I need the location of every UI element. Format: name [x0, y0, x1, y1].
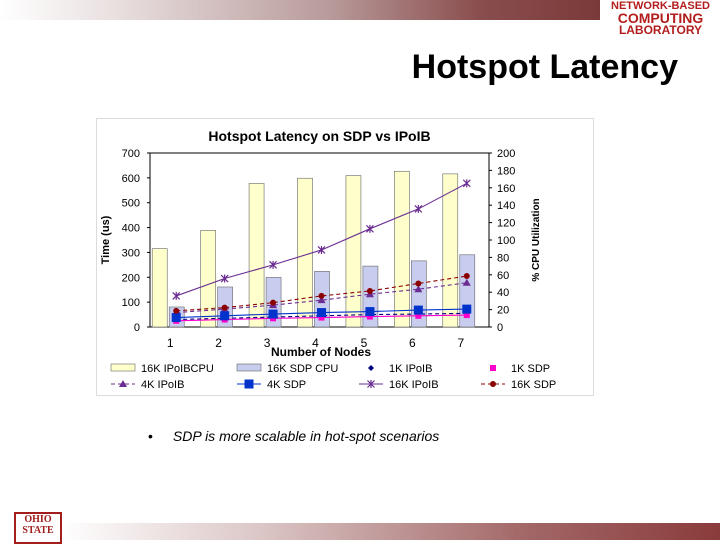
legend-label: 16K IPoIBCPU	[141, 363, 214, 375]
lab-logo-line-1: NETWORK-BASED	[611, 0, 710, 12]
x-axis-label: Number of Nodes	[271, 345, 371, 359]
data-point	[317, 296, 326, 304]
y2-axis-label: % CPU Utilization	[531, 198, 542, 281]
bar	[200, 230, 216, 328]
y-tick-label: 500	[122, 198, 140, 210]
data-point	[221, 304, 228, 311]
y-tick-label: 0	[134, 322, 140, 334]
bar	[394, 170, 410, 328]
data-point	[415, 312, 422, 319]
data-point	[462, 304, 472, 314]
legend-label: 16K SDP CPU	[267, 363, 338, 375]
data-point	[366, 313, 373, 320]
university-logo: OHIO STATE	[14, 512, 62, 544]
y-tick-label: 300	[122, 247, 140, 259]
chart-title: Hotspot Latency on SDP vs IPoIB	[208, 128, 430, 144]
data-point	[490, 381, 496, 387]
footer-gradient-bar	[60, 523, 720, 540]
legend-label: 4K SDP	[267, 379, 306, 391]
y2-tick-label: 80	[497, 252, 509, 264]
legend-label: 16K IPoIB	[389, 379, 439, 391]
data-point	[220, 274, 229, 283]
y-tick-label: 400	[122, 223, 140, 235]
data-point	[462, 278, 471, 286]
data-point	[366, 287, 373, 294]
data-point	[269, 260, 277, 269]
data-point	[244, 379, 254, 389]
y-tick-label: 100	[122, 297, 140, 309]
data-point	[172, 291, 181, 300]
university-logo-line-1: OHIO	[24, 514, 52, 525]
header-gradient-bar	[0, 0, 600, 20]
bar	[297, 177, 313, 328]
bullet-text: SDP is more scalable in hot-spot scenari…	[172, 428, 440, 444]
y2-tick-label: 120	[497, 218, 515, 230]
bar	[345, 175, 362, 328]
legend-label: 1K IPoIB	[389, 363, 432, 375]
y2-tick-label: 20	[497, 305, 509, 317]
x-tick-label: 6	[409, 336, 416, 350]
y-tick-label: 600	[122, 173, 140, 185]
data-point	[414, 204, 423, 213]
data-point	[318, 314, 325, 321]
legend-label: 16K SDP	[511, 379, 556, 391]
y2-tick-label: 40	[497, 287, 509, 299]
lab-logo: NETWORK-BASED COMPUTING LABORATORY	[601, 0, 720, 38]
data-point	[270, 299, 277, 306]
data-point	[220, 311, 230, 321]
x-tick-label: 5	[361, 336, 368, 350]
y2-tick-label: 180	[497, 165, 515, 177]
y2-tick-label: 160	[497, 183, 515, 195]
x-tick-label: 4	[312, 336, 319, 350]
data-point	[268, 309, 278, 319]
data-point	[173, 307, 180, 314]
data-point	[318, 292, 325, 299]
data-point	[463, 273, 470, 280]
y-tick-label: 200	[122, 272, 140, 284]
legend-swatch	[110, 363, 136, 372]
bar	[442, 173, 459, 328]
data-point	[462, 179, 471, 188]
bullet-point: • SDP is more scalable in hot-spot scenar…	[148, 428, 439, 444]
lab-logo-line-3: LABORATORY	[618, 23, 703, 37]
data-point	[171, 313, 181, 323]
y2-tick-label: 200	[497, 148, 515, 160]
legend-label: 1K SDP	[511, 363, 550, 375]
y2-tick-label: 60	[497, 270, 509, 282]
data-point	[367, 380, 375, 388]
data-point	[368, 365, 374, 371]
x-tick-label: 7	[457, 336, 464, 350]
data-point	[365, 307, 375, 317]
data-point	[317, 308, 326, 318]
data-point	[317, 245, 326, 254]
latency-chart: Hotspot Latency on SDP vs IPoIB010020030…	[100, 128, 556, 391]
bullet-icon: •	[148, 428, 153, 444]
data-point	[414, 285, 423, 293]
x-tick-label: 2	[215, 336, 222, 350]
data-point	[490, 365, 496, 371]
lab-logo-line-2: COMPUTING	[617, 10, 704, 26]
y-tick-label: 700	[122, 148, 140, 160]
data-point	[415, 280, 422, 287]
chart-panel: Hotspot Latency on SDP vs IPoIB 0 100 200 30…	[96, 118, 594, 396]
legend-swatch	[236, 363, 262, 372]
data-point	[413, 305, 423, 315]
y2-tick-label: 0	[497, 322, 503, 334]
bar	[151, 248, 168, 328]
legend-label: 4K IPoIB	[141, 379, 184, 391]
university-logo-line-2: STATE	[22, 525, 54, 536]
data-point	[366, 224, 374, 233]
x-tick-label: 3	[264, 336, 271, 350]
x-tick-label: 1	[167, 336, 174, 350]
y2-tick-label: 100	[497, 235, 515, 247]
bar	[248, 183, 265, 328]
y2-tick-label: 140	[497, 200, 515, 212]
data-point	[463, 312, 470, 319]
y-axis-label: Time (us)	[100, 215, 112, 264]
slide-title: Hotspot Latency	[411, 48, 678, 86]
data-point	[119, 380, 127, 387]
